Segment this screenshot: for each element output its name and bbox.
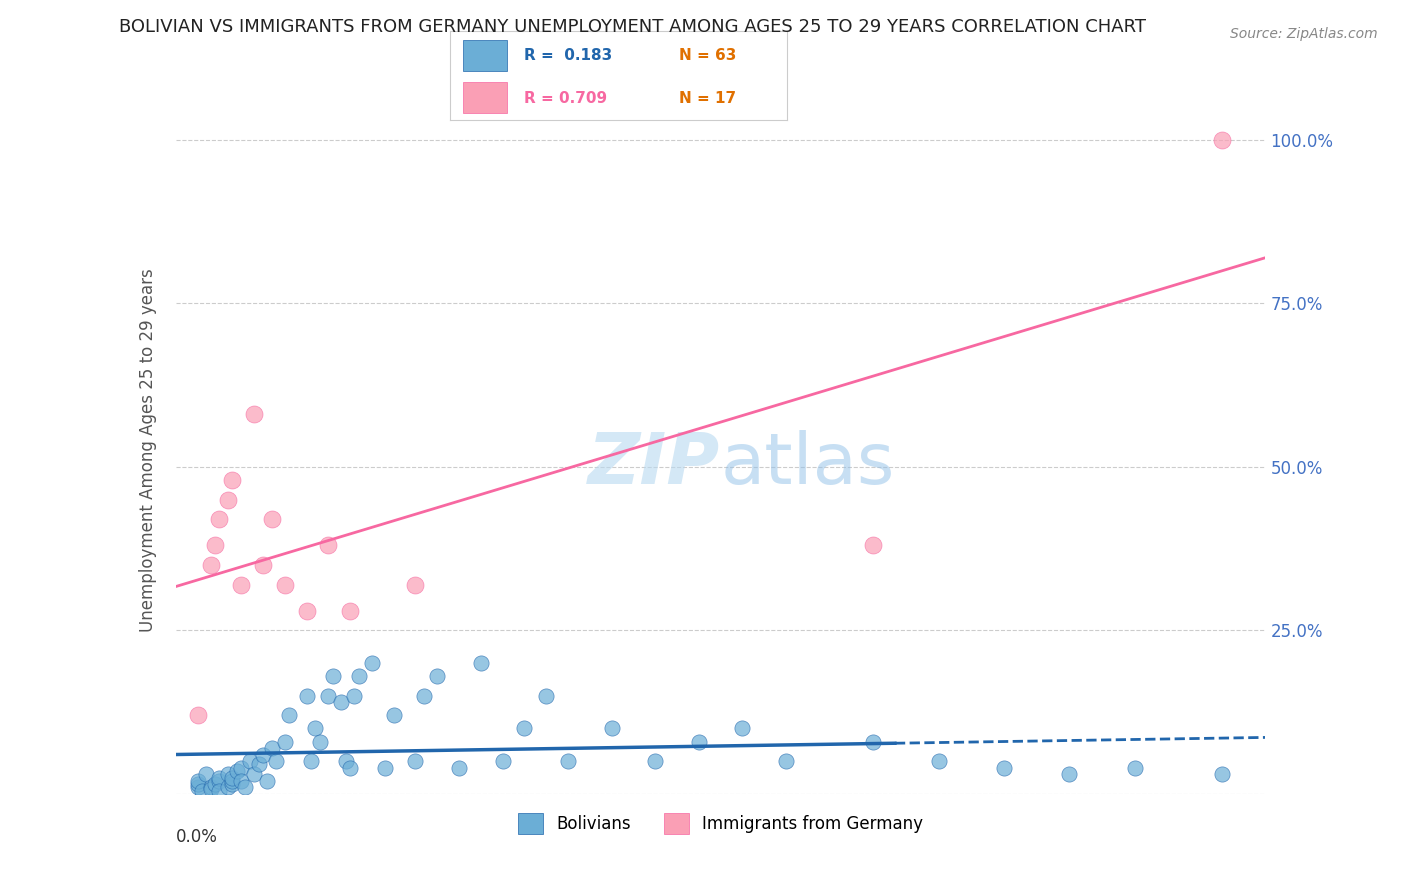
Point xyxy=(557,754,579,768)
Point xyxy=(513,722,536,736)
Point xyxy=(318,538,340,552)
Point xyxy=(731,722,754,736)
Point xyxy=(295,604,318,618)
Point xyxy=(426,669,449,683)
Point xyxy=(644,754,666,768)
Point xyxy=(217,780,239,795)
Point xyxy=(235,780,257,795)
Point xyxy=(231,761,253,775)
Point xyxy=(186,773,209,788)
Text: atlas: atlas xyxy=(721,430,896,499)
Point xyxy=(208,773,231,788)
Point xyxy=(1123,761,1146,775)
Point xyxy=(239,754,262,768)
Point xyxy=(928,754,950,768)
Point xyxy=(318,689,340,703)
FancyBboxPatch shape xyxy=(464,82,508,113)
Point xyxy=(186,708,209,723)
Point xyxy=(278,708,301,723)
Point xyxy=(534,689,557,703)
Legend: Bolivians, Immigrants from Germany: Bolivians, Immigrants from Germany xyxy=(512,807,929,840)
Point xyxy=(360,656,382,670)
Point xyxy=(191,783,214,797)
Point xyxy=(470,656,492,670)
Point xyxy=(186,777,209,791)
Text: R = 0.709: R = 0.709 xyxy=(524,91,607,105)
Point xyxy=(208,783,231,797)
Point xyxy=(374,761,396,775)
Point xyxy=(274,734,297,748)
Point xyxy=(1057,767,1080,781)
Point xyxy=(339,604,361,618)
Point xyxy=(200,780,222,795)
Point xyxy=(247,757,270,772)
Point xyxy=(208,771,231,785)
Point xyxy=(195,767,218,781)
Point xyxy=(330,695,353,709)
Point xyxy=(221,771,243,785)
Point xyxy=(243,767,266,781)
Point xyxy=(862,734,884,748)
Text: N = 17: N = 17 xyxy=(679,91,737,105)
Point xyxy=(299,754,322,768)
Text: BOLIVIAN VS IMMIGRANTS FROM GERMANY UNEMPLOYMENT AMONG AGES 25 TO 29 YEARS CORRE: BOLIVIAN VS IMMIGRANTS FROM GERMANY UNEM… xyxy=(120,18,1146,36)
FancyBboxPatch shape xyxy=(464,40,508,71)
Point xyxy=(260,741,283,756)
Point xyxy=(204,538,226,552)
Point xyxy=(447,761,470,775)
Point xyxy=(200,558,222,572)
Point xyxy=(775,754,797,768)
Point xyxy=(243,408,266,422)
Point xyxy=(1211,767,1233,781)
Point xyxy=(260,512,283,526)
Point xyxy=(221,773,243,788)
Y-axis label: Unemployment Among Ages 25 to 29 years: Unemployment Among Ages 25 to 29 years xyxy=(139,268,157,632)
Point xyxy=(339,761,361,775)
Point xyxy=(208,512,231,526)
Text: ZIP: ZIP xyxy=(588,430,721,499)
Point xyxy=(252,747,274,762)
Point xyxy=(274,577,297,591)
Point xyxy=(231,773,253,788)
Text: N = 63: N = 63 xyxy=(679,48,737,62)
Point xyxy=(221,473,243,487)
Point xyxy=(322,669,344,683)
Point xyxy=(295,689,318,703)
Point xyxy=(217,492,239,507)
Point xyxy=(256,773,278,788)
Point xyxy=(252,558,274,572)
Text: Source: ZipAtlas.com: Source: ZipAtlas.com xyxy=(1230,27,1378,41)
Point xyxy=(186,780,209,795)
Point xyxy=(200,781,222,796)
Point xyxy=(304,722,326,736)
Point xyxy=(221,777,243,791)
Point xyxy=(688,734,710,748)
Point xyxy=(343,689,366,703)
Point xyxy=(405,754,427,768)
Point xyxy=(204,777,226,791)
Point xyxy=(217,767,239,781)
Point xyxy=(993,761,1015,775)
Point xyxy=(308,734,330,748)
Point xyxy=(1211,133,1233,147)
Point xyxy=(492,754,515,768)
Point xyxy=(225,764,247,778)
Point xyxy=(264,754,287,768)
Point xyxy=(413,689,436,703)
Text: 0.0%: 0.0% xyxy=(176,828,218,847)
Text: R =  0.183: R = 0.183 xyxy=(524,48,613,62)
Point xyxy=(347,669,370,683)
Point xyxy=(862,538,884,552)
Point xyxy=(382,708,405,723)
Point xyxy=(231,577,253,591)
Point xyxy=(405,577,427,591)
Point xyxy=(600,722,623,736)
Point xyxy=(335,754,357,768)
